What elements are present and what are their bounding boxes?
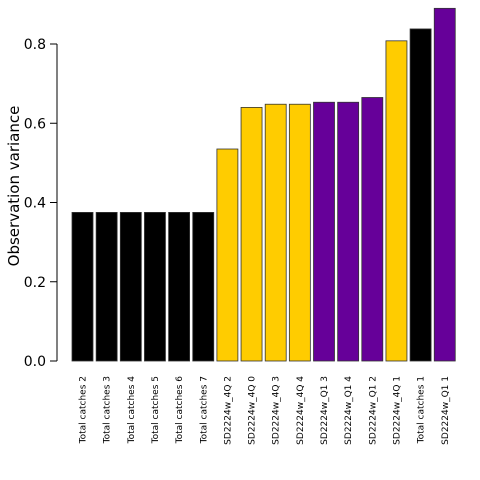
bar [337, 101, 360, 362]
x-tick-label: Total catches 1 [417, 376, 427, 444]
bar [433, 7, 456, 362]
x-tick-label: SD2224w_4Q 2 [223, 376, 233, 445]
x-tick-label: SD2224w_Q1 1 [441, 376, 451, 445]
bar [313, 101, 335, 362]
bars [71, 7, 456, 362]
x-tick-label: SD2224w_4Q 3 [272, 376, 282, 445]
y-tick-label: 0.2 [24, 275, 46, 291]
x-tick-label: Total catches 4 [127, 376, 137, 445]
x-tick-label: SD2224w_4Q 4 [296, 376, 306, 445]
bar [192, 212, 215, 362]
bar [385, 40, 408, 362]
y-tick-label: 0.8 [24, 37, 46, 53]
bar [71, 212, 94, 362]
x-tick-label: SD2224w_Q1 2 [368, 376, 378, 445]
y-axis-label: Observation variance [5, 106, 23, 267]
y-tick-label: 0.4 [24, 196, 46, 212]
bar [288, 103, 311, 362]
x-tick-label: Total catches 6 [175, 376, 185, 445]
x-tick-label: Total catches 7 [199, 376, 209, 444]
x-tick-label: SD2224w_4Q 1 [392, 376, 402, 445]
bar [144, 212, 166, 362]
bar [119, 212, 142, 362]
bar [168, 212, 191, 362]
x-tick-label: SD2224w_Q1 3 [320, 376, 330, 445]
x-tick-label: SD2224w_4Q 0 [248, 376, 258, 445]
x-tick-label: SD2224w_Q1 4 [344, 376, 354, 445]
y-tick-label: 0.6 [24, 116, 46, 132]
bar [264, 103, 287, 362]
y-axis: 0.0 0.2 0.4 0.6 0.8 [24, 37, 58, 370]
x-tick-label: Total catches 2 [79, 376, 89, 444]
bar [361, 97, 384, 362]
x-tick-label: Total catches 3 [103, 376, 113, 444]
bar [409, 28, 432, 362]
x-tick-labels: Total catches 2 Total catches 3 Total catc… [79, 376, 451, 445]
y-tick-label: 0.0 [24, 354, 46, 370]
bar [240, 107, 263, 362]
bar [216, 148, 239, 362]
x-tick-label: Total catches 5 [151, 376, 161, 444]
bar [95, 212, 118, 362]
